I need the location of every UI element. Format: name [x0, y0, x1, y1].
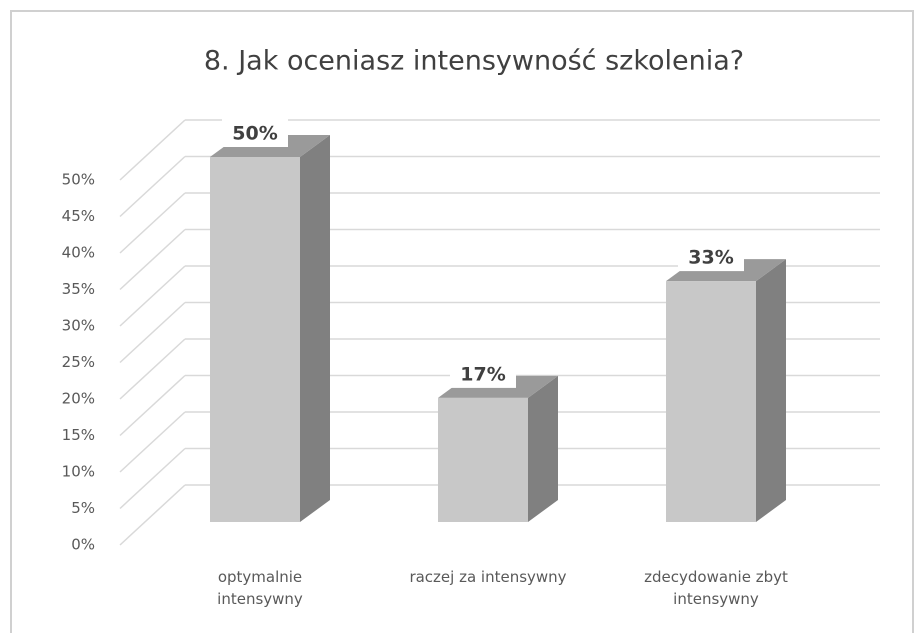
grid-line-side [119, 301, 186, 364]
chart-title: 8. Jak oceniasz intensywność szkolenia? [204, 46, 744, 77]
data-label: 50% [232, 123, 277, 145]
grid-line-side [119, 155, 186, 218]
data-label-box [222, 119, 288, 147]
grid-line-side [119, 265, 186, 327]
grid-line-side [119, 192, 186, 254]
grid-line-side [119, 119, 186, 181]
grid-line-side [119, 411, 186, 473]
y-tick-label: 45% [62, 207, 95, 225]
data-label-box [450, 359, 516, 388]
grid-line-side [119, 228, 186, 291]
y-tick-label: 35% [62, 280, 95, 298]
bar [438, 397, 528, 522]
y-tick-label: 20% [62, 390, 95, 408]
grid-line-side [119, 447, 186, 510]
data-label-box [678, 243, 744, 272]
grid-line-side [119, 484, 186, 546]
x-tick-label: optymalnie intensywny [217, 568, 303, 608]
chart-frame [10, 10, 914, 633]
y-tick-label: 50% [62, 171, 95, 189]
y-tick-label: 40% [62, 244, 95, 262]
bar-side [528, 375, 558, 522]
grid-line-side [119, 374, 186, 437]
bar-side [756, 259, 786, 522]
y-tick-label: 25% [62, 353, 95, 371]
y-tick-label: 30% [62, 317, 95, 335]
bar [666, 281, 756, 522]
y-tick-label: 5% [71, 499, 95, 517]
x-tick-label: raczej za intensywny [409, 568, 567, 586]
bar-side [300, 135, 330, 522]
x-tick-label: zdecydowanie zbyt intensywny [644, 568, 788, 608]
bar [210, 157, 300, 522]
y-tick-label: 10% [62, 463, 95, 481]
y-tick-label: 0% [71, 536, 95, 554]
grid-line-side [119, 338, 186, 400]
data-label: 17% [460, 363, 505, 385]
data-label: 33% [688, 247, 733, 269]
y-tick-label: 15% [62, 426, 95, 444]
